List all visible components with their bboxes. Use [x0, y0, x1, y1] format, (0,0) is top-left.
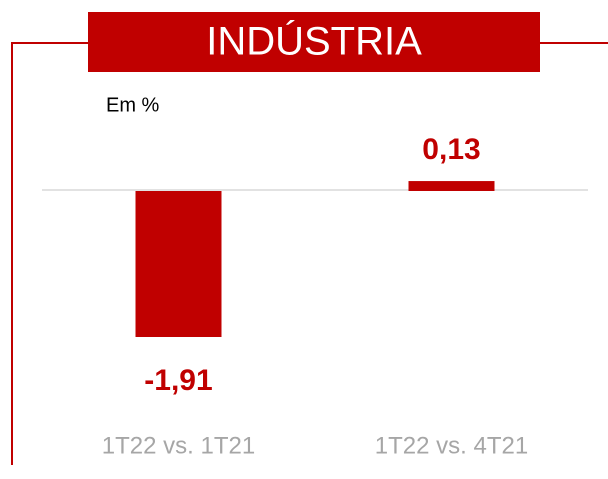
chart-subtitle: Em % — [106, 94, 160, 116]
value-label: -1,91 — [144, 364, 212, 397]
bar — [135, 191, 222, 337]
chart-title: INDÚSTRIA — [206, 19, 422, 64]
bar — [408, 181, 495, 191]
frame — [11, 42, 608, 465]
x-tick-label: 1T22 vs. 4T21 — [375, 432, 528, 459]
value-label: 0,13 — [422, 133, 480, 166]
x-tick-label: 1T22 vs. 1T21 — [102, 432, 255, 459]
title-box — [88, 12, 540, 72]
